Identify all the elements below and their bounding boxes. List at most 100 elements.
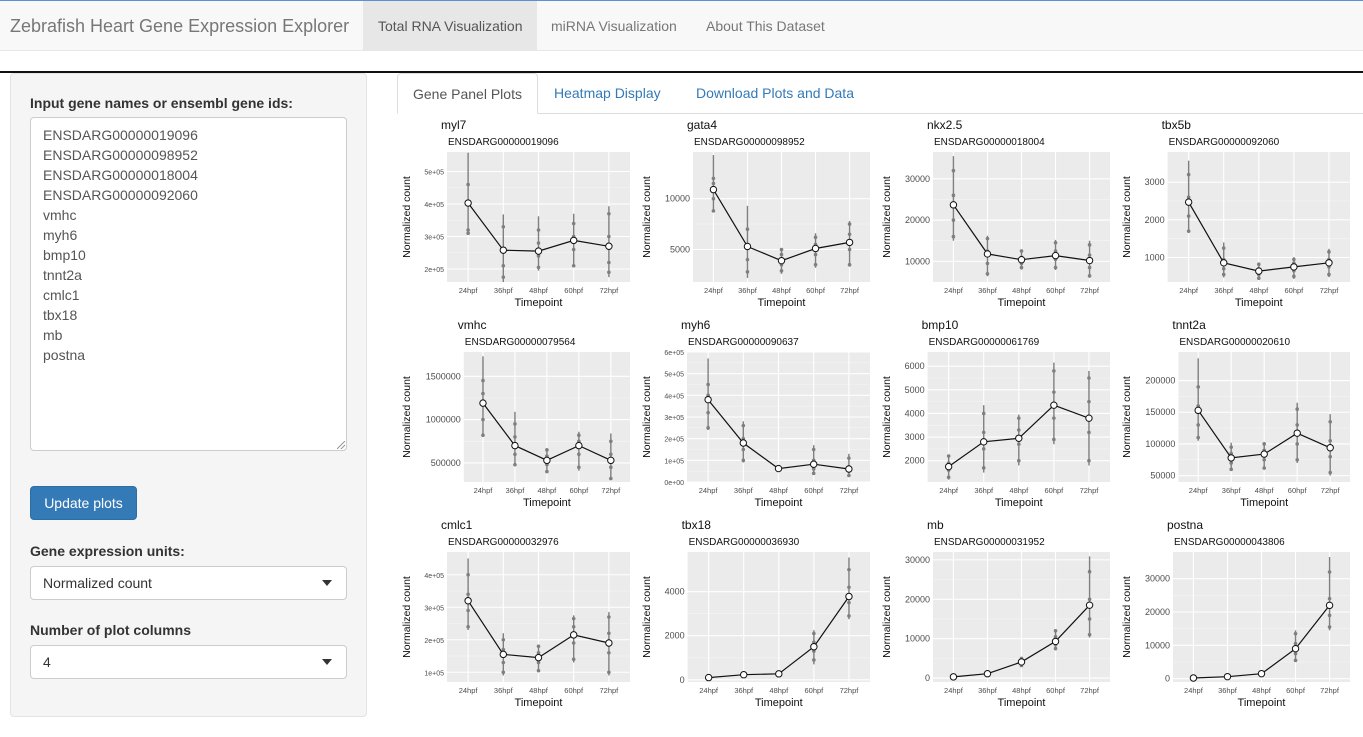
x-tick-label: 72hpf (1320, 286, 1340, 295)
mean-point (1223, 672, 1232, 681)
gene-plot-gata4: gata4 ENSDARG00000098952 5000 10000 24hpf 36h… (641, 118, 870, 309)
plot-title: myl7 (441, 118, 467, 132)
x-tick-label: 36hpf (738, 286, 758, 295)
replicate-point (847, 585, 851, 590)
columns-select[interactable]: 4 (30, 645, 347, 679)
replicate-point (1053, 646, 1058, 651)
y-tick-label: 150000 (1145, 407, 1175, 417)
replicate-point (1087, 376, 1091, 380)
y-axis-label: Normalized count (881, 576, 893, 658)
replicate-point (513, 462, 517, 467)
gene-input-textarea[interactable]: ENSDARG00000019096 ENSDARG00000098952 ENSD… (30, 117, 347, 451)
mean-point (1291, 644, 1300, 653)
units-select[interactable]: Normalized count (30, 566, 347, 600)
plot-subtitle: ENSDARG00000036930 (689, 537, 800, 548)
x-tick-label: 36hpf (494, 286, 514, 295)
replicate-point (536, 668, 541, 673)
replicate-point (812, 631, 816, 636)
replicate-point (571, 624, 576, 629)
y-tick-label: 6e+05 (664, 350, 684, 357)
y-axis-label: Normalized count (1121, 176, 1133, 258)
replicate-point (813, 235, 818, 240)
y-tick-label: 20000 (905, 215, 930, 225)
tab-gene-panel-plots[interactable]: Gene Panel Plots (397, 73, 538, 114)
replicate-point (847, 222, 852, 226)
x-axis-label: Timepoint (1240, 497, 1288, 509)
y-tick-label: 3e+05 (424, 235, 444, 242)
y-axis-label: Normalized count (401, 576, 413, 658)
replicate-point (466, 231, 470, 236)
chevron-down-icon (322, 659, 332, 665)
replicate-point (1017, 428, 1021, 432)
gene-plot-tbx5b: tbx5b ENSDARG00000092060 1000 2000 3000 24hpf… (1121, 118, 1350, 309)
x-tick-label: 60hpf (1284, 286, 1304, 295)
plot-title: mb (927, 518, 944, 532)
replicate-point (466, 592, 470, 597)
replicate-point (981, 411, 986, 416)
gene-plot-vmhc: vmhc ENSDARG00000079564 500000 1000000 15000… (401, 318, 630, 509)
x-tick-label: 72hpf (601, 486, 621, 495)
x-tick-label: 36hpf (1218, 686, 1238, 695)
replicate-point (1186, 214, 1191, 218)
mean-point (983, 250, 992, 258)
replicate-point (1221, 267, 1226, 271)
replicate-point (1292, 257, 1296, 262)
y-tick-label: 10000 (905, 256, 930, 266)
plot-subtitle: ENSDARG00000079564 (465, 337, 576, 348)
plot-subtitle: ENSDARG00000018004 (934, 137, 1045, 148)
replicate-point (466, 572, 470, 577)
replicate-point (847, 456, 851, 460)
mean-point (1051, 637, 1060, 646)
replicate-point (1229, 467, 1233, 472)
replicate-point (1186, 195, 1191, 200)
mean-point (464, 597, 472, 605)
replicate-point (513, 452, 517, 457)
x-tick-label: 72hpf (599, 686, 619, 695)
units-label: Gene expression units: (30, 543, 185, 559)
tab-download-plots[interactable]: Download Plots and Data (696, 85, 854, 101)
replicate-point (1295, 407, 1299, 411)
replicate-point (1229, 461, 1233, 465)
nav-tab-total-rna[interactable]: Total RNA Visualization (363, 1, 538, 51)
replicate-point (536, 265, 541, 270)
gene-plot-myh6: myh6 ENSDARG00000090637 0e+00 1e+05 2e+05 3e+… (641, 318, 870, 509)
resize-handle-icon[interactable] (337, 441, 345, 449)
y-tick-label: 2000 (905, 456, 925, 466)
gene-input-line: vmhc (43, 207, 77, 223)
replicate-point (847, 473, 851, 478)
x-tick-label: 60hpf (569, 486, 589, 495)
replicate-point (1262, 458, 1266, 462)
mean-point (479, 399, 487, 407)
update-plots-button[interactable]: Update plots (30, 486, 137, 520)
tab-heatmap-display[interactable]: Heatmap Display (554, 85, 661, 101)
app-brand[interactable]: Zebrafish Heart Gene Expression Explorer (10, 16, 350, 36)
replicate-point (847, 232, 852, 237)
replicate-point (1052, 416, 1056, 420)
replicate-point (779, 247, 784, 252)
nav-tab-mirna[interactable]: miRNA Visualization (551, 18, 677, 34)
navbar: Zebrafish Heart Gene Expression Explorer… (0, 0, 1363, 51)
replicate-point (1293, 631, 1298, 636)
replicate-point (607, 631, 611, 636)
y-tick-label: 2e+05 (424, 638, 444, 645)
y-axis-label: Normalized count (641, 176, 653, 258)
units-select-value: Normalized count (43, 575, 152, 591)
y-tick-label: 1000000 (426, 415, 461, 425)
replicate-point (1262, 466, 1266, 470)
replicate-point (779, 252, 784, 257)
mean-point (534, 247, 543, 255)
y-tick-label: 6000 (905, 361, 925, 371)
gene-plot-tnnt2a: tnnt2a ENSDARG00000020610 50000 100000 15000… (1121, 318, 1350, 509)
replicate-point (813, 252, 818, 257)
x-tick-label: 72hpf (839, 486, 859, 495)
replicate-point (481, 391, 485, 396)
replicate-point (1186, 172, 1191, 177)
replicate-point (513, 435, 517, 439)
replicate-point (1087, 597, 1092, 602)
x-tick-label: 72hpf (599, 286, 619, 295)
replicate-point (513, 422, 517, 426)
x-tick-label: 24hpf (474, 486, 494, 495)
sidebar-panel: Input gene names or ensembl gene ids: EN… (10, 73, 367, 717)
nav-tab-about[interactable]: About This Dataset (706, 18, 825, 34)
x-tick-label: 60hpf (1288, 486, 1308, 495)
